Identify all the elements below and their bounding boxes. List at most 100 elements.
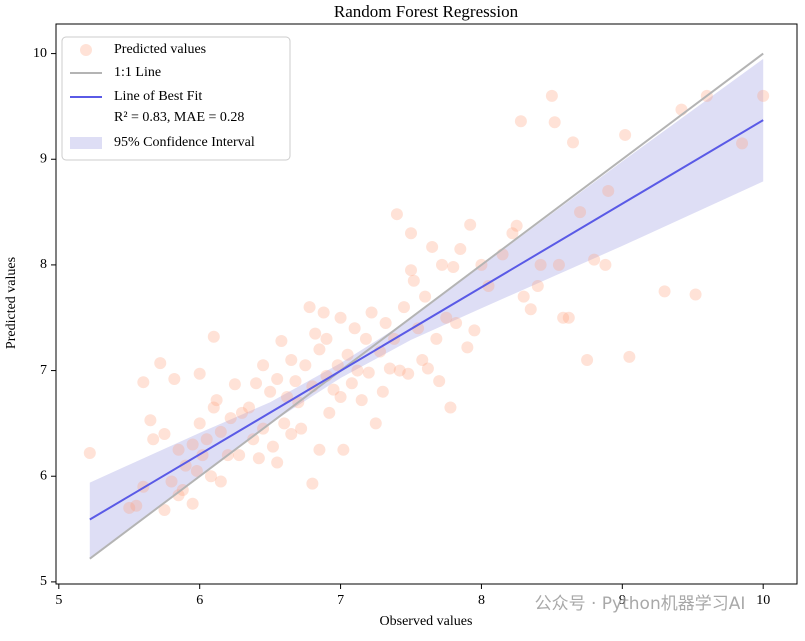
scatter-point bbox=[545, 89, 558, 102]
scatter-point bbox=[416, 354, 429, 366]
scatter-point bbox=[482, 280, 495, 293]
scatter-point bbox=[285, 354, 298, 366]
scatter-point bbox=[444, 401, 457, 414]
scatter-point bbox=[233, 449, 246, 462]
scatter-point bbox=[186, 497, 199, 510]
scatter-point bbox=[345, 377, 358, 390]
line bbox=[89, 119, 764, 521]
x-tick-label: 9 bbox=[619, 593, 626, 608]
scatter-point bbox=[506, 227, 519, 240]
scatter-point bbox=[548, 116, 561, 129]
scatter-point bbox=[412, 322, 425, 335]
scatter-point bbox=[581, 354, 594, 366]
scatter-point bbox=[567, 136, 580, 149]
scatter-point bbox=[137, 376, 150, 389]
legend-marker bbox=[70, 137, 102, 149]
scatter-point bbox=[461, 341, 474, 354]
scatter-point bbox=[204, 470, 217, 483]
line bbox=[89, 52, 764, 560]
scatter-point bbox=[454, 243, 467, 256]
scatter-point bbox=[602, 184, 615, 197]
scatter-point bbox=[266, 440, 279, 453]
scatter-point bbox=[348, 322, 361, 335]
x-tick-label: 10 bbox=[756, 593, 770, 608]
scatter-point bbox=[341, 348, 354, 361]
scatter-point bbox=[193, 417, 206, 430]
scatter-point bbox=[362, 366, 375, 379]
legend-note: R² = 0.83, MAE = 0.28 bbox=[114, 110, 244, 125]
scatter-point bbox=[390, 208, 403, 221]
scatter-point bbox=[172, 443, 185, 456]
plot-frame bbox=[55, 23, 798, 585]
scatter-point bbox=[736, 137, 749, 150]
scatter-point bbox=[144, 414, 157, 427]
scatter-point bbox=[450, 317, 463, 330]
scatter-point bbox=[154, 357, 167, 370]
scatter-point bbox=[468, 324, 481, 337]
scatter-point bbox=[295, 422, 308, 435]
scatter-point bbox=[430, 332, 443, 345]
scatter-point bbox=[289, 375, 302, 388]
scatter-point bbox=[421, 362, 434, 375]
scatter-point bbox=[278, 417, 291, 430]
scatter-point bbox=[196, 449, 209, 462]
x-axis-label: Observed values bbox=[380, 614, 473, 629]
scatter-point bbox=[379, 317, 392, 330]
scatter-point bbox=[369, 417, 382, 430]
legend-marker bbox=[80, 44, 92, 56]
scatter-point bbox=[365, 306, 378, 319]
scatter-point bbox=[303, 301, 316, 314]
scatter-point bbox=[123, 501, 136, 514]
scatter-point bbox=[440, 311, 453, 324]
scatter-point bbox=[599, 258, 612, 271]
y-tick-label: 8 bbox=[40, 257, 47, 272]
scatter-point bbox=[407, 274, 420, 287]
scatter-point bbox=[433, 375, 446, 388]
scatter-point bbox=[435, 258, 448, 271]
legend-label: Line of Best Fit bbox=[114, 89, 202, 104]
confidence-band bbox=[89, 58, 764, 558]
scatter-point bbox=[757, 89, 770, 102]
scatter-point bbox=[235, 406, 248, 419]
scatter-point bbox=[334, 390, 347, 403]
legend-box bbox=[61, 36, 291, 161]
scatter-point bbox=[447, 261, 460, 274]
scatter-point bbox=[214, 475, 227, 488]
scatter-point bbox=[557, 311, 570, 324]
scatter-point bbox=[179, 459, 192, 472]
x-tick-label: 6 bbox=[196, 593, 203, 608]
scatter-point bbox=[190, 464, 203, 477]
chart-title: Random Forest Regression bbox=[334, 2, 519, 21]
scatter-point bbox=[313, 343, 326, 356]
scatter-point bbox=[172, 489, 185, 502]
y-tick-label: 9 bbox=[40, 151, 47, 166]
scatter-point bbox=[331, 359, 344, 372]
scatter-point bbox=[299, 359, 312, 372]
scatter-point bbox=[623, 350, 636, 363]
scatter-point bbox=[524, 303, 537, 316]
scatter-point bbox=[588, 253, 601, 266]
scatter-point bbox=[534, 258, 547, 271]
scatter-point bbox=[514, 115, 527, 128]
scatter-point bbox=[158, 504, 171, 517]
scatter-point bbox=[210, 394, 223, 407]
scatter-point bbox=[147, 433, 160, 446]
scatter-point bbox=[83, 446, 96, 459]
scatter-point bbox=[285, 427, 298, 440]
scatter-point bbox=[242, 401, 255, 414]
y-tick-label: 6 bbox=[40, 468, 47, 483]
scatter-point bbox=[257, 359, 270, 372]
scatter-point bbox=[207, 330, 220, 343]
scatter-point bbox=[517, 290, 530, 303]
scatter-point bbox=[419, 290, 432, 303]
legend-label: Predicted values bbox=[114, 42, 206, 57]
scatter-point bbox=[426, 240, 439, 253]
scatter-point bbox=[658, 285, 671, 298]
scatter-point bbox=[317, 306, 330, 319]
scatter-point bbox=[562, 311, 575, 324]
scatter-point bbox=[168, 373, 181, 386]
scatter-point bbox=[359, 332, 372, 345]
scatter-point bbox=[271, 373, 284, 386]
scatter-point bbox=[271, 456, 284, 469]
scatter-point bbox=[464, 218, 477, 231]
